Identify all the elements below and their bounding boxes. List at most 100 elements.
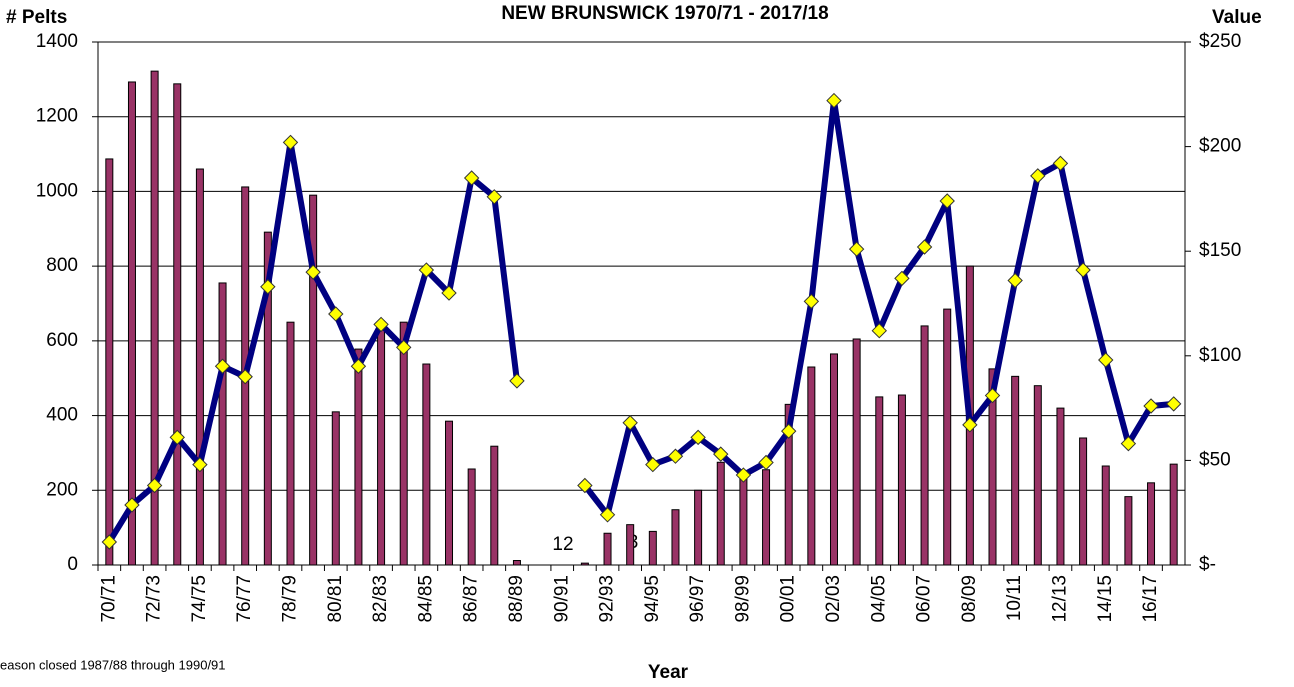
marker <box>1098 352 1114 368</box>
y2-tick-label: $100 <box>1199 345 1241 366</box>
x-tick-label: 82/83 <box>370 575 391 623</box>
marker <box>396 339 412 356</box>
x-tick-label: 08/09 <box>959 575 980 623</box>
marker <box>1143 398 1159 414</box>
bar <box>739 472 748 566</box>
marker <box>577 477 593 494</box>
y-tick-label: 1200 <box>36 106 78 127</box>
bar <box>920 325 929 566</box>
marker <box>780 423 797 439</box>
bar <box>1101 465 1110 566</box>
marker <box>803 293 820 310</box>
annotation: 12 <box>552 534 573 555</box>
marker <box>735 467 752 483</box>
y2-axis-label: Value <box>1212 7 1262 28</box>
bar <box>580 562 589 566</box>
marker <box>667 448 684 464</box>
marker <box>939 193 955 209</box>
y-tick-label: 400 <box>46 405 78 426</box>
marker <box>124 497 140 513</box>
bar <box>897 394 906 566</box>
marker <box>441 285 457 301</box>
bar <box>648 530 657 566</box>
y-tick-label: 200 <box>46 479 78 500</box>
chart-title: NEW BRUNSWICK 1970/71 - 2017/18 <box>501 3 828 24</box>
y2-tick-label: $- <box>1199 554 1216 575</box>
y-tick-label: 0 <box>67 554 78 575</box>
x-tick-label: 02/03 <box>823 575 844 623</box>
bar <box>195 168 204 566</box>
x-tick-label: 94/95 <box>642 575 663 623</box>
bar <box>784 403 793 566</box>
x-tick-label: 90/91 <box>551 575 572 623</box>
marker <box>1120 435 1137 452</box>
bar <box>218 282 227 566</box>
x-tick-label: 70/71 <box>98 575 119 623</box>
x-tick-label: 76/77 <box>234 575 255 623</box>
bar <box>762 469 771 566</box>
marker <box>645 456 661 473</box>
x-tick-label: 16/17 <box>1140 575 1161 623</box>
marker <box>350 358 367 374</box>
bar <box>331 411 340 566</box>
bar <box>263 231 272 566</box>
marker <box>101 534 118 550</box>
marker <box>260 279 276 295</box>
x-tick-label: 10/11 <box>1004 575 1025 621</box>
marker <box>848 241 865 257</box>
marker <box>1030 168 1046 184</box>
bar <box>1147 482 1156 566</box>
bar <box>1033 385 1042 566</box>
x-tick-label: 14/15 <box>1095 575 1116 623</box>
bar <box>1124 496 1133 566</box>
marker <box>509 373 525 389</box>
bar <box>1056 407 1065 566</box>
x-tick-label: 98/99 <box>732 575 753 623</box>
marker <box>1075 262 1091 278</box>
bar <box>716 461 725 566</box>
bar <box>354 348 363 566</box>
marker <box>373 316 389 333</box>
y-tick-label: 1400 <box>36 31 78 52</box>
bar <box>626 524 635 566</box>
marker <box>962 417 978 433</box>
x-tick-label: 78/79 <box>280 575 301 623</box>
bar <box>603 532 612 566</box>
marker <box>463 170 480 186</box>
bar <box>286 321 295 566</box>
marker <box>237 369 253 385</box>
x-tick-label: 04/05 <box>868 575 889 623</box>
x-tick-label: 00/01 <box>778 575 799 623</box>
x-tick-label: 74/75 <box>189 575 210 623</box>
bar <box>694 489 703 566</box>
bar <box>150 70 159 566</box>
marker <box>282 134 299 151</box>
x-tick-label: 72/73 <box>144 575 165 623</box>
marker <box>690 429 706 446</box>
bar <box>829 353 838 566</box>
bar <box>377 323 386 566</box>
marker <box>1007 272 1023 289</box>
x-tick-label: 06/07 <box>914 575 935 623</box>
marker <box>214 358 231 374</box>
footnote: eason closed 1987/88 through 1990/91 <box>0 657 226 672</box>
x-tick-label: 80/81 <box>325 575 346 623</box>
marker <box>486 189 503 205</box>
marker <box>713 446 729 462</box>
y2-tick-label: $200 <box>1199 136 1241 157</box>
bar <box>467 468 476 566</box>
marker <box>146 477 163 494</box>
bar <box>512 560 521 566</box>
bar <box>807 366 816 566</box>
y-tick-label: 1000 <box>36 180 78 201</box>
bar <box>1079 437 1088 566</box>
marker <box>192 456 208 473</box>
bar <box>105 158 114 566</box>
marker <box>894 270 910 287</box>
bar <box>309 194 318 566</box>
marker <box>984 387 1001 404</box>
marker <box>622 415 638 431</box>
x-tick-label: 84/85 <box>415 575 436 623</box>
marker <box>169 429 185 446</box>
